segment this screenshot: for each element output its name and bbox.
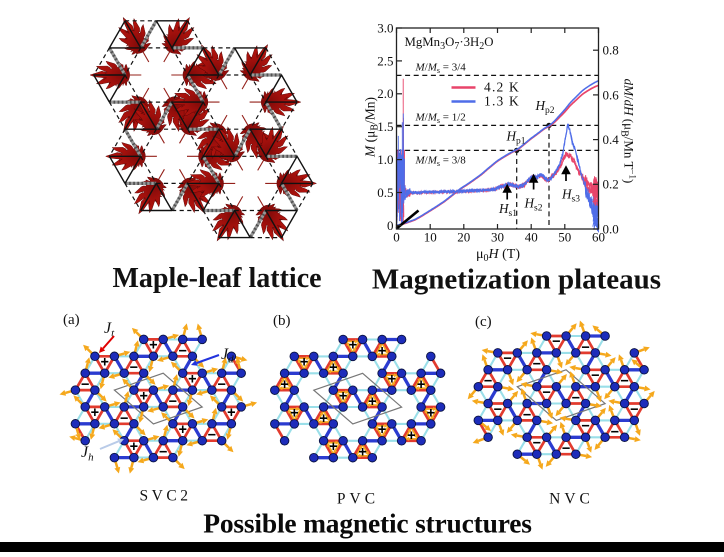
svg-text:+: + bbox=[378, 343, 386, 359]
svg-text:+: + bbox=[388, 372, 396, 388]
svg-text:−: − bbox=[503, 351, 511, 367]
svg-text:50: 50 bbox=[558, 230, 571, 245]
svg-text:0: 0 bbox=[387, 218, 394, 233]
svg-text:+: + bbox=[427, 405, 435, 421]
svg-text:(b): (b) bbox=[273, 313, 291, 329]
svg-text:Magnetization plateaus: Magnetization plateaus bbox=[372, 264, 661, 296]
svg-text:+: + bbox=[368, 394, 376, 410]
svg-text:+: + bbox=[227, 405, 235, 421]
svg-text:+: + bbox=[329, 439, 337, 455]
svg-text:3.0: 3.0 bbox=[377, 20, 393, 35]
svg-text:−: − bbox=[484, 374, 492, 390]
svg-text:0.0: 0.0 bbox=[603, 221, 619, 236]
svg-text:−: − bbox=[630, 402, 638, 418]
svg-text:−: − bbox=[523, 407, 531, 423]
svg-text:Possible magnetic structures: Possible magnetic structures bbox=[203, 508, 532, 539]
svg-text:−: − bbox=[581, 419, 589, 435]
svg-text:10: 10 bbox=[424, 230, 437, 245]
svg-text:1.0: 1.0 bbox=[377, 152, 393, 167]
svg-text:+: + bbox=[139, 388, 147, 404]
svg-text:−: − bbox=[533, 436, 541, 452]
svg-text:+: + bbox=[319, 411, 327, 427]
svg-text:−: − bbox=[178, 343, 186, 359]
svg-text:+: + bbox=[290, 405, 298, 421]
svg-text:(c): (c) bbox=[475, 314, 492, 330]
svg-text:−: − bbox=[533, 357, 541, 373]
svg-text:0.5: 0.5 bbox=[377, 185, 393, 200]
svg-text:1.3 K: 1.3 K bbox=[484, 94, 520, 109]
svg-text:−: − bbox=[159, 445, 167, 461]
svg-text:NVC: NVC bbox=[549, 491, 594, 508]
svg-text:2.5: 2.5 bbox=[377, 53, 393, 68]
svg-text:+: + bbox=[188, 371, 196, 387]
svg-text:−: − bbox=[620, 374, 628, 390]
svg-text:+: + bbox=[280, 377, 288, 393]
svg-text:0: 0 bbox=[393, 230, 400, 245]
svg-text:M/Ms = 1/2: M/Ms = 1/2 bbox=[415, 112, 466, 126]
svg-text:−: − bbox=[208, 428, 216, 444]
svg-text:+: + bbox=[407, 428, 415, 444]
svg-text:M/Ms = 3/4: M/Ms = 3/4 bbox=[415, 62, 467, 76]
svg-text:−: − bbox=[120, 411, 128, 427]
svg-text:0.8: 0.8 bbox=[603, 43, 619, 58]
svg-text:−: − bbox=[611, 424, 619, 440]
svg-text:+: + bbox=[349, 338, 357, 354]
svg-text:2.0: 2.0 bbox=[377, 86, 393, 101]
svg-text:−: − bbox=[552, 334, 560, 350]
svg-text:+: + bbox=[339, 388, 347, 404]
svg-text:−: − bbox=[130, 360, 138, 376]
svg-text:+: + bbox=[417, 377, 425, 393]
svg-text:SVC2: SVC2 bbox=[140, 488, 192, 505]
svg-text:−: − bbox=[81, 377, 89, 393]
svg-text:+: + bbox=[100, 355, 108, 371]
svg-text:−: − bbox=[217, 377, 225, 393]
svg-text:+: + bbox=[149, 338, 157, 354]
svg-text:+: + bbox=[329, 360, 337, 376]
svg-text:+: + bbox=[378, 422, 386, 438]
svg-text:PVC: PVC bbox=[337, 491, 379, 508]
svg-text:40: 40 bbox=[525, 230, 538, 245]
svg-text:0.2: 0.2 bbox=[603, 177, 619, 192]
svg-text:−: − bbox=[169, 394, 177, 410]
svg-text:0.4: 0.4 bbox=[603, 132, 620, 147]
svg-text:+: + bbox=[91, 405, 99, 421]
svg-text:μ0H (T): μ0H (T) bbox=[476, 247, 520, 264]
svg-text:−: − bbox=[581, 340, 589, 356]
svg-text:+: + bbox=[178, 422, 186, 438]
svg-text:Maple-leaf lattice: Maple-leaf lattice bbox=[112, 263, 321, 294]
svg-text:−: − bbox=[542, 385, 550, 401]
svg-text:−: − bbox=[572, 391, 580, 407]
svg-text:−: − bbox=[562, 441, 570, 457]
svg-text:0.6: 0.6 bbox=[603, 87, 620, 102]
svg-text:20: 20 bbox=[457, 230, 470, 245]
svg-text:+: + bbox=[358, 445, 366, 461]
svg-text:(a): (a) bbox=[63, 312, 80, 328]
svg-text:30: 30 bbox=[491, 230, 504, 245]
svg-text:−: − bbox=[591, 368, 599, 384]
svg-text:+: + bbox=[300, 355, 308, 371]
svg-text:+: + bbox=[130, 439, 138, 455]
svg-text:−: − bbox=[494, 402, 502, 418]
svg-text:4.2 K: 4.2 K bbox=[484, 80, 520, 95]
svg-text:M/Ms = 3/8: M/Ms = 3/8 bbox=[415, 155, 467, 169]
